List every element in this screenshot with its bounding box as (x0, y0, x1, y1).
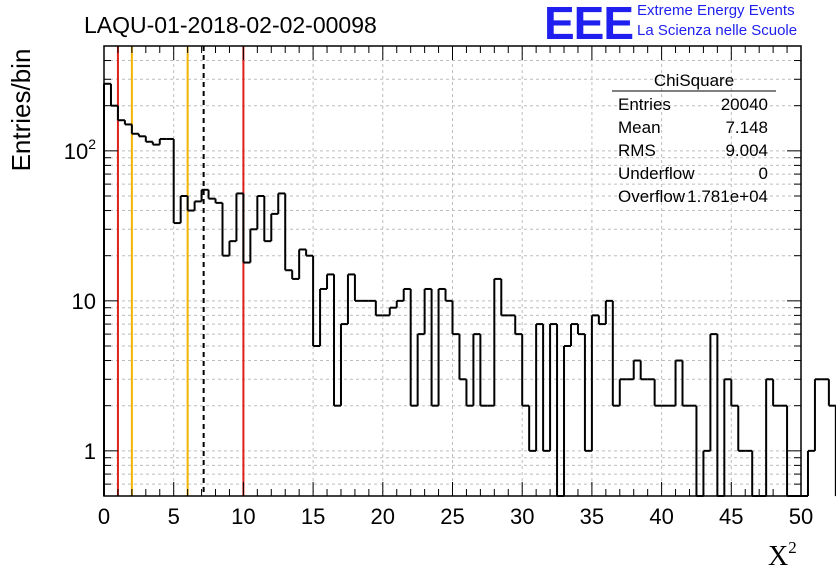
logo-line2: La Scienza nelle Scuole (637, 22, 798, 39)
stats-label: RMS (618, 141, 656, 160)
x-tick-label: 40 (649, 504, 673, 529)
stats-name: ChiSquare (654, 71, 734, 90)
x-tick-label: 25 (440, 504, 464, 529)
run-title: LAQU-01-2018-02-02-00098 (84, 12, 377, 38)
stats-value: 0 (759, 164, 768, 183)
x-tick-label: 35 (580, 504, 604, 529)
stats-label: Overflow (618, 187, 686, 206)
stats-label: Mean (618, 118, 661, 137)
stats-value: 7.148 (725, 118, 768, 137)
x-tick-label: 5 (168, 504, 180, 529)
eee-logo: EEE (544, 0, 634, 49)
x-tick-label: 45 (719, 504, 743, 529)
x-tick-label: 20 (371, 504, 395, 529)
x-tick-label: 50 (789, 504, 813, 529)
x-tick-label: 10 (231, 504, 255, 529)
y-tick-label: 1 (84, 439, 96, 464)
stats-value: 20040 (721, 95, 768, 114)
y-axis-label: Entries/bin (6, 49, 36, 172)
x-tick-label: 30 (510, 504, 534, 529)
stats-label: Underflow (618, 164, 695, 183)
x-tick-label: 15 (301, 504, 325, 529)
stats-label: Entries (618, 95, 671, 114)
stats-value: 1.781e+04 (687, 187, 768, 206)
x-tick-label: 0 (98, 504, 110, 529)
y-tick-label: 10 (72, 289, 96, 314)
stats-value: 9.004 (725, 141, 768, 160)
x-axis-label: X2 (768, 538, 797, 572)
logo-line1: Extreme Energy Events (637, 2, 795, 19)
y-tick-label: 102 (64, 136, 96, 164)
